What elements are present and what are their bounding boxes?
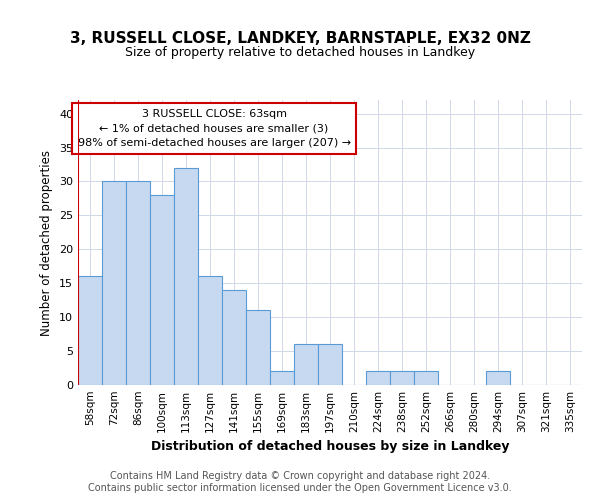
Bar: [198, 276, 222, 385]
X-axis label: Distribution of detached houses by size in Landkey: Distribution of detached houses by size …: [151, 440, 509, 454]
Bar: [366, 372, 390, 385]
Bar: [246, 310, 270, 385]
Text: Contains public sector information licensed under the Open Government Licence v3: Contains public sector information licen…: [88, 483, 512, 493]
Bar: [270, 372, 294, 385]
Bar: [414, 372, 438, 385]
Text: 3, RUSSELL CLOSE, LANDKEY, BARNSTAPLE, EX32 0NZ: 3, RUSSELL CLOSE, LANDKEY, BARNSTAPLE, E…: [70, 31, 530, 46]
Bar: [390, 372, 414, 385]
Bar: [318, 344, 342, 385]
Bar: [126, 182, 150, 385]
Y-axis label: Number of detached properties: Number of detached properties: [40, 150, 53, 336]
Bar: [102, 182, 126, 385]
Bar: [486, 372, 510, 385]
Text: Size of property relative to detached houses in Landkey: Size of property relative to detached ho…: [125, 46, 475, 59]
Bar: [174, 168, 198, 385]
Bar: [222, 290, 246, 385]
Text: 3 RUSSELL CLOSE: 63sqm
← 1% of detached houses are smaller (3)
98% of semi-detac: 3 RUSSELL CLOSE: 63sqm ← 1% of detached …: [77, 108, 350, 148]
Bar: [78, 276, 102, 385]
Bar: [150, 195, 174, 385]
Text: Contains HM Land Registry data © Crown copyright and database right 2024.: Contains HM Land Registry data © Crown c…: [110, 471, 490, 481]
Bar: [294, 344, 318, 385]
